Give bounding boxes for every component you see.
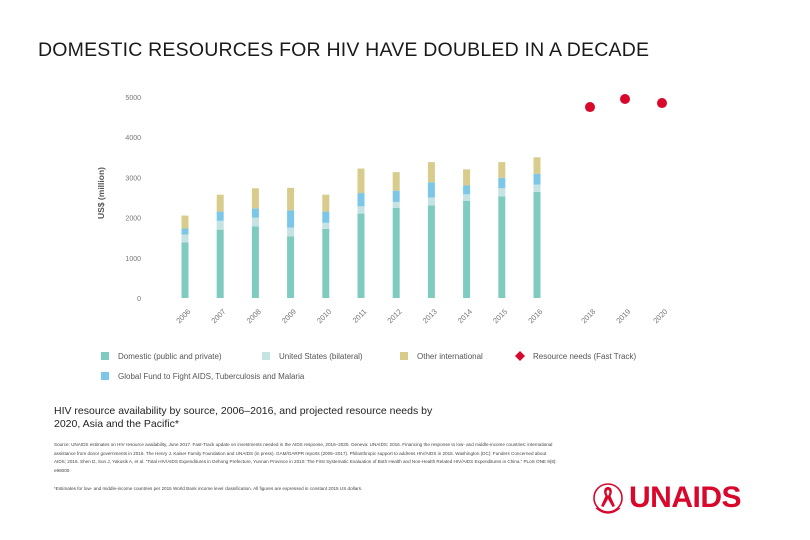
bar-segment — [533, 191, 541, 298]
bar-segment — [357, 213, 365, 298]
bar-segment — [463, 169, 471, 186]
x-tick-label: 2007 — [209, 307, 227, 325]
bar-segment — [216, 211, 224, 221]
y-tick-label: 0 — [137, 296, 141, 303]
resource-needs-points — [585, 94, 667, 113]
stacked-bar-chart: US$ (million) 0 1000 2000 3000 4000 5000 2006… — [96, 94, 669, 381]
bar-segment — [533, 157, 541, 174]
x-tick-label: 2009 — [280, 307, 298, 325]
bar-segment — [216, 229, 224, 298]
x-tick-label: 2008 — [245, 307, 263, 325]
legend-label: United States (bilateral) — [279, 352, 363, 361]
bar-segment — [498, 162, 506, 178]
bar-segment — [533, 184, 541, 192]
y-tick-label: 2000 — [125, 216, 141, 223]
chart-legend: Domestic (public and private) United Stat… — [101, 351, 636, 381]
legend-label: Resource needs (Fast Track) — [533, 352, 636, 361]
bar-segment — [357, 168, 365, 194]
x-tick-label: 2015 — [491, 307, 509, 325]
legend-label: Global Fund to Fight AIDS, Tuberculosis … — [118, 372, 305, 381]
x-tick-label: 2016 — [526, 307, 544, 325]
y-tick-label: 1000 — [125, 256, 141, 263]
legend-swatch — [400, 352, 408, 360]
legend-swatch — [262, 352, 270, 360]
x-axis-ticks: 2006 2007 2008 2009 2010 2011 2012 2013 2014 2015… — [174, 307, 669, 325]
bar-segment — [251, 217, 259, 227]
x-tick-label: 2019 — [614, 307, 632, 325]
resource-need-point — [585, 102, 595, 113]
x-tick-label: 2012 — [385, 307, 403, 325]
y-axis-ticks: 0 1000 2000 3000 4000 5000 — [125, 95, 141, 303]
bar-segment — [322, 194, 330, 212]
slide-title: DOMESTIC RESOURCES FOR HIV HAVE DOUBLED … — [38, 39, 650, 61]
legend-label: Other international — [417, 352, 483, 361]
bar-segment — [251, 226, 259, 298]
y-axis-label: US$ (million) — [96, 167, 106, 219]
x-tick-label: 2014 — [456, 307, 474, 325]
x-tick-label: 2011 — [351, 307, 369, 325]
x-tick-label: 2013 — [421, 307, 439, 325]
y-tick-label: 4000 — [125, 135, 141, 142]
bar-segment — [427, 182, 435, 198]
x-tick-label: 2006 — [174, 307, 192, 325]
bar-segment — [427, 162, 435, 183]
legend-label: Domestic (public and private) — [118, 352, 222, 361]
legend-swatch — [101, 372, 109, 380]
bar-segment — [463, 185, 471, 195]
legend-swatch — [101, 352, 109, 360]
footnote: *Estimates for low- and middle-income co… — [54, 486, 363, 491]
y-tick-label: 5000 — [125, 95, 141, 102]
bar-segment — [498, 177, 506, 189]
y-tick-label: 3000 — [125, 175, 141, 182]
bar-segment — [287, 187, 295, 211]
bar-segment — [427, 197, 435, 206]
bar-segment — [498, 196, 506, 298]
bar-segment — [181, 234, 189, 243]
bar-segment — [533, 173, 541, 185]
chart-caption: HIV resource availability by source, 200… — [54, 405, 433, 430]
bar-segment — [322, 228, 330, 298]
bar-segment — [216, 194, 224, 212]
bar-segment — [322, 222, 330, 229]
logo-text: UNAIDS — [629, 481, 742, 514]
bar-segment — [287, 210, 295, 228]
bar-segment — [181, 242, 189, 298]
bar-segment — [463, 194, 471, 201]
bar-series — [181, 157, 541, 298]
bar-segment — [392, 201, 400, 208]
ribbon-emblem-icon — [593, 483, 623, 514]
bar-segment — [392, 207, 400, 298]
source-note: Source: UNAIDS estimates on HIV resource… — [54, 442, 557, 473]
bar-segment — [392, 172, 400, 191]
x-tick-label: 2010 — [315, 307, 333, 325]
bar-segment — [251, 188, 259, 209]
bar-segment — [181, 228, 189, 235]
bar-segment — [181, 215, 189, 229]
bar-segment — [322, 211, 330, 223]
bar-segment — [427, 205, 435, 298]
x-tick-label: 2018 — [579, 307, 597, 325]
bar-segment — [357, 193, 365, 207]
resource-need-point — [620, 94, 630, 105]
bar-segment — [287, 236, 295, 298]
bar-segment — [357, 206, 365, 214]
bar-segment — [463, 200, 471, 298]
resource-need-point — [657, 98, 667, 109]
x-tick-label: 2020 — [651, 307, 669, 325]
bar-segment — [251, 208, 259, 218]
bar-segment — [287, 227, 295, 237]
bar-segment — [392, 190, 400, 202]
bar-segment — [498, 188, 506, 197]
legend-swatch — [515, 351, 525, 361]
unaids-logo: UNAIDS — [592, 478, 742, 518]
bar-segment — [216, 220, 224, 230]
